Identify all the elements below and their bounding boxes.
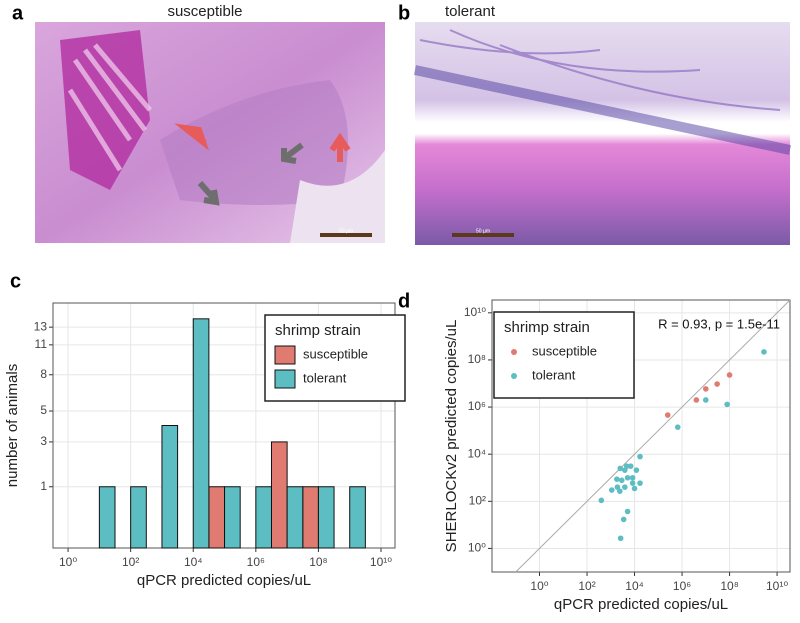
data-point (631, 485, 638, 492)
micrograph-a (35, 22, 385, 243)
y-axis-label: number of animals (4, 364, 21, 487)
histogram-bar (192, 318, 210, 549)
data-point (664, 412, 671, 418)
legend-box (493, 311, 635, 399)
data-point (614, 476, 620, 482)
x-tick-label: 10⁶ (247, 555, 265, 569)
y-tick-label: 10⁶ (468, 399, 486, 413)
y-tick-label: 10⁰ (468, 541, 486, 555)
data-point (761, 349, 767, 355)
y-axis-label: SHERLOCKv2 predicted copies/uL (443, 320, 460, 553)
histogram-bar (98, 486, 116, 549)
data-point (726, 372, 733, 378)
y-tick-label: 8 (40, 367, 47, 381)
scale-bar-label: 50 µm (339, 228, 353, 234)
annotation: R = 0.93, p = 1.5e-11 (658, 316, 780, 331)
histogram-bar (302, 486, 319, 549)
x-tick-label: 10² (122, 555, 139, 569)
x-tick-label: 10² (578, 579, 595, 593)
data-point (633, 467, 640, 473)
legend-swatch (274, 369, 296, 389)
image-title: tolerant (445, 3, 496, 20)
x-tick-label: 10⁴ (184, 555, 203, 569)
legend-label: susceptible (303, 346, 368, 361)
x-axis-label: qPCR predicted copies/uL (554, 596, 728, 613)
x-tick-label: 10¹⁰ (766, 579, 788, 593)
scale-bar-label: 50 µm (476, 228, 490, 234)
legend-label: tolerant (303, 370, 347, 385)
data-point (617, 465, 624, 472)
data-point (622, 467, 628, 473)
data-point (637, 453, 643, 460)
data-point (674, 424, 681, 430)
x-tick-label: 10⁶ (673, 579, 691, 593)
histogram-bar (255, 486, 272, 549)
legend-swatch (511, 349, 517, 355)
legend-title: shrimp strain (504, 319, 590, 336)
panel-letter: c (10, 270, 21, 292)
x-tick-label: 10¹⁰ (370, 555, 392, 569)
data-point (598, 497, 605, 504)
histogram-bar (317, 486, 335, 549)
panel-letter: b (398, 2, 410, 24)
legend-swatch (274, 345, 296, 365)
data-point (703, 397, 709, 403)
x-tick-label: 10⁰ (59, 555, 77, 569)
x-tick-label: 10⁰ (530, 579, 548, 593)
y-tick-label: 5 (40, 403, 47, 417)
y-tick-label: 13 (34, 319, 48, 333)
y-tick-label: 10⁸ (468, 352, 486, 366)
data-point (714, 381, 720, 387)
plot-border (491, 299, 791, 573)
data-point (614, 484, 621, 490)
data-point (608, 487, 615, 493)
histogram-bar (130, 486, 147, 549)
identity-line (515, 299, 791, 573)
legend-title: shrimp strain (275, 322, 361, 339)
histogram-bar (270, 441, 288, 549)
y-tick-label: 11 (35, 337, 48, 351)
panel-letter: a (12, 2, 24, 24)
x-tick-label: 10⁴ (625, 579, 644, 593)
legend-label: tolerant (532, 367, 576, 382)
data-point (724, 401, 730, 408)
y-tick-label: 10¹⁰ (464, 305, 486, 319)
micrograph-b (413, 22, 792, 245)
data-point (617, 488, 623, 494)
legend-swatch (511, 373, 517, 379)
x-axis-label: qPCR predicted copies/uL (137, 572, 311, 589)
y-tick-label: 10² (469, 493, 486, 507)
histogram-bar (286, 486, 304, 549)
data-point (622, 484, 628, 490)
histogram-bar (349, 486, 366, 549)
data-point (627, 463, 634, 469)
histogram-bar (161, 425, 179, 549)
data-point (703, 386, 709, 392)
data-point (618, 477, 625, 484)
y-tick-label: 1 (40, 479, 47, 493)
y-tick-label: 10⁴ (467, 446, 486, 460)
data-point (637, 480, 643, 486)
data-point (617, 535, 624, 542)
data-point (624, 474, 631, 481)
histogram-bar (208, 486, 226, 549)
x-tick-label: 10⁸ (720, 579, 738, 593)
x-tick-label: 10⁸ (309, 555, 327, 569)
data-point (629, 480, 636, 486)
data-point (693, 397, 700, 403)
panel-letter: d (398, 290, 410, 312)
histogram-bar (224, 486, 241, 549)
image-title: susceptible (167, 3, 242, 20)
data-point (620, 516, 627, 523)
data-point (629, 474, 636, 481)
data-point (624, 508, 631, 515)
y-tick-label: 3 (40, 434, 47, 448)
legend-label: susceptible (532, 343, 597, 358)
